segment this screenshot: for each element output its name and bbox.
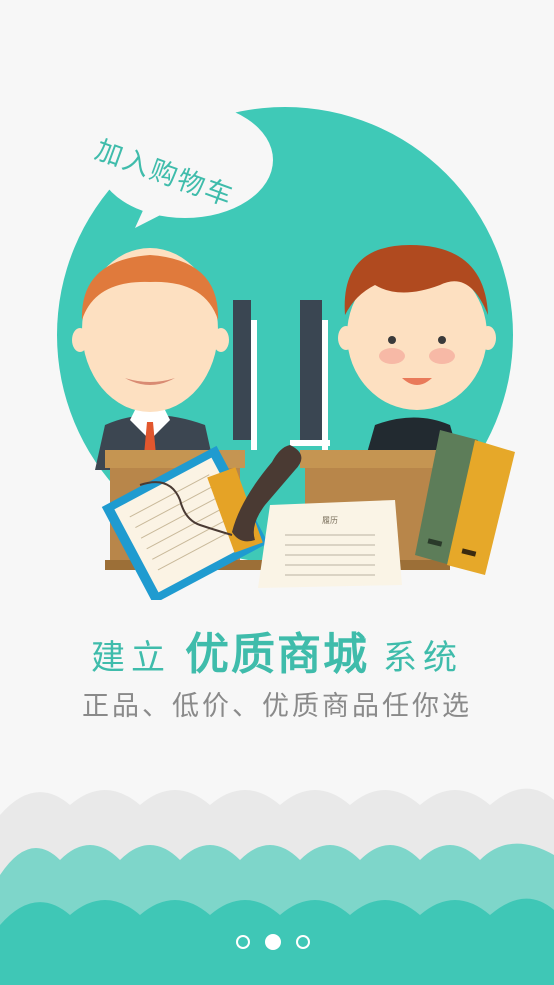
page-dot-3[interactable] — [296, 935, 310, 949]
page-indicator — [236, 934, 310, 955]
page-dot-2[interactable] — [265, 934, 281, 950]
computer-monitors — [233, 300, 330, 450]
resume-title: 履历 — [322, 516, 338, 525]
resume-document: 履历 — [258, 500, 402, 588]
onboarding-illustration: 履历 — [57, 102, 515, 600]
phone-cord — [139, 481, 233, 536]
telephone-icon — [232, 445, 302, 542]
subheadline: 正品、低价、优质商品任你选 — [82, 691, 472, 722]
headline-suffix: 系统 — [383, 638, 463, 678]
headline-highlight: 优质商城 — [185, 629, 369, 680]
page-dot-1[interactable] — [236, 935, 250, 949]
headline-prefix: 建立 — [91, 638, 171, 678]
headline: 建立 优质商城 系统 — [0, 618, 554, 682]
speech-bubble — [97, 102, 273, 228]
binders — [415, 430, 515, 575]
